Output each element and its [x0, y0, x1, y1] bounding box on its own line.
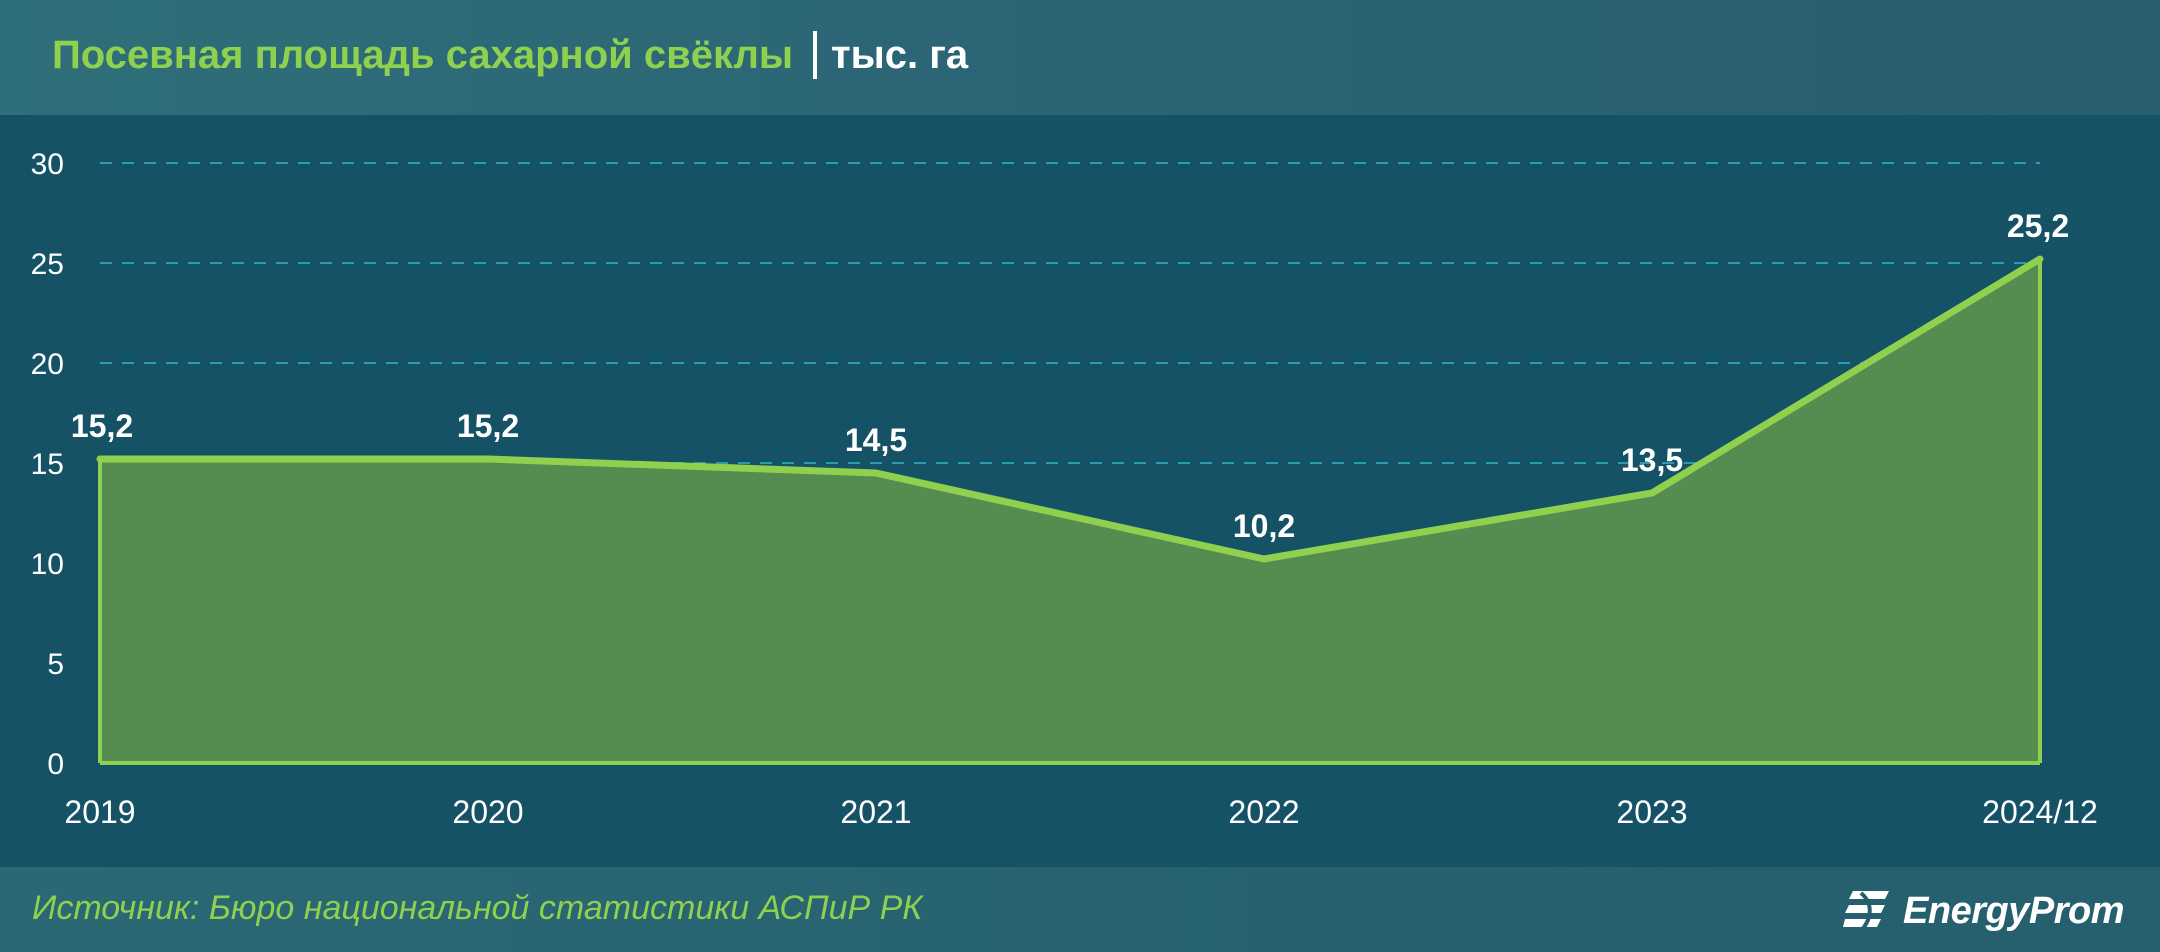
data-point: [1261, 556, 1267, 562]
brand-logo: EnergyProm: [1843, 881, 2124, 941]
y-tick-label: 20: [31, 348, 64, 381]
series-line: [96, 255, 2044, 563]
chart-footer: Источник: Бюро национальной статистики А…: [0, 867, 2160, 952]
area-layer: [96, 255, 2044, 765]
y-tick-label: 0: [47, 748, 64, 781]
data-point: [485, 456, 491, 462]
data-point: [873, 470, 879, 476]
chart-title: Посевная площадь сахарной свёклы тыс. га: [52, 30, 969, 81]
y-tick-label: 25: [31, 248, 64, 281]
x-tick-label: 2020: [452, 794, 523, 830]
area-fill: [100, 259, 2040, 763]
data-label: 14,5: [845, 422, 907, 458]
x-tick-label: 2022: [1228, 794, 1299, 830]
chart-area: 0 5 10 15 20 25 30 2019 2020 2021 2022 2023 2024/12 …: [0, 115, 2160, 867]
source-note: Источник: Бюро национальной статистики А…: [32, 889, 923, 927]
data-point: [2037, 256, 2043, 262]
data-point: [1649, 490, 1655, 496]
data-label: 25,2: [2007, 208, 2069, 244]
chart-header: Посевная площадь сахарной свёклы тыс. га: [0, 0, 2160, 115]
chart-unit: тыс. га: [831, 33, 969, 78]
x-tick-label: 2019: [64, 794, 135, 830]
logo-text: EnergyProm: [1903, 889, 2124, 932]
tick-layer: 0 5 10 15 20 25 30 2019 2020 2021 2022 2023 2024/12: [31, 148, 2098, 830]
x-tick-label: 2021: [840, 794, 911, 830]
x-tick-label: 2024/12: [1982, 794, 2098, 830]
data-label: 15,2: [71, 408, 133, 444]
x-tick-label: 2023: [1616, 794, 1687, 830]
data-label: 15,2: [457, 408, 519, 444]
data-label: 13,5: [1621, 442, 1683, 478]
label-layer: 15,2 15,2 14,5 10,2 13,5 25,2: [71, 208, 2069, 544]
energyprom-logo-icon: [1843, 891, 1890, 935]
y-tick-label: 10: [31, 548, 64, 581]
data-point: [97, 456, 103, 462]
chart-title-text: Посевная площадь сахарной свёклы: [52, 33, 794, 78]
y-tick-label: 5: [47, 648, 64, 681]
title-separator: [813, 30, 818, 79]
y-tick-label: 15: [31, 448, 64, 481]
data-label: 10,2: [1233, 508, 1295, 544]
y-tick-label: 30: [31, 148, 64, 181]
